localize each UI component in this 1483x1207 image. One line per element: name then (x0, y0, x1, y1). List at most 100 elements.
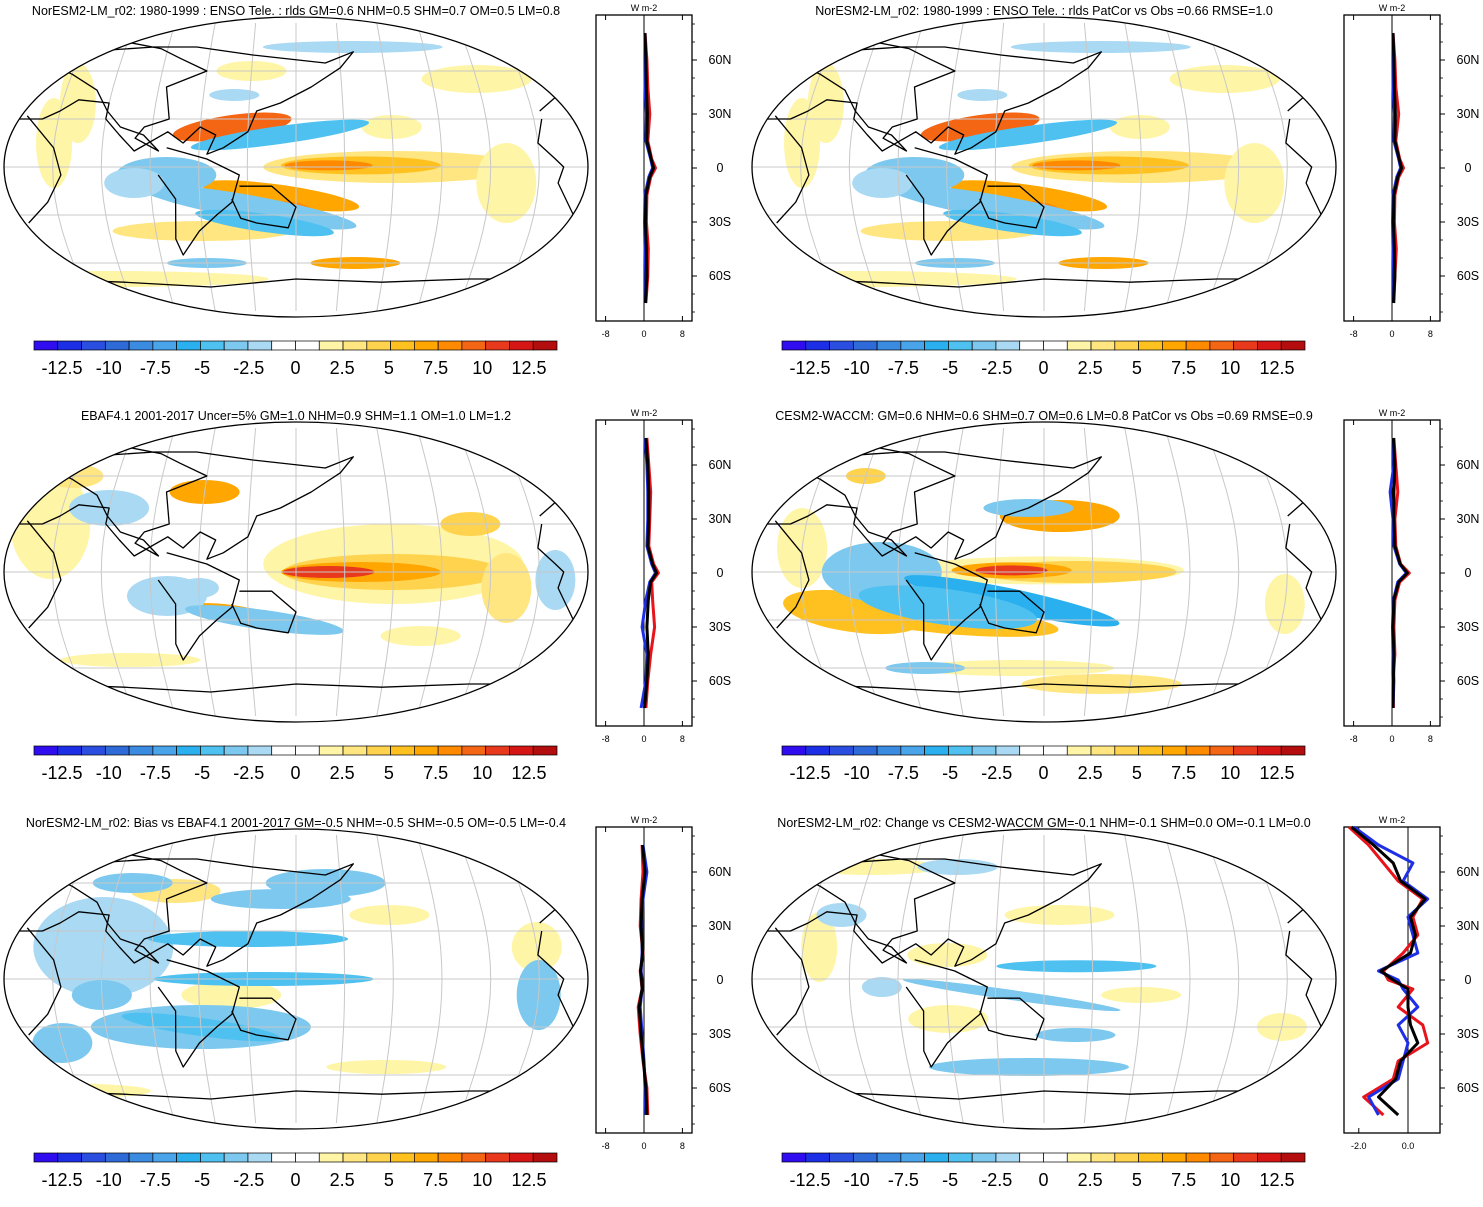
y-tick-label: 60N (709, 865, 732, 879)
colorbar-tick-label: 0 (290, 1170, 300, 1190)
colorbar-bin (414, 745, 439, 756)
colorbar-tick-label: -5 (194, 358, 210, 378)
y-tick-label: 60N (1457, 458, 1480, 472)
colorbar-tick-label: 5 (1132, 1170, 1142, 1190)
negative-anomaly-patch (938, 119, 1118, 151)
map-border (751, 828, 1337, 1130)
longitude-gridline (149, 427, 176, 717)
australia-outline (979, 185, 1045, 229)
y-tick-label: 30S (1457, 1027, 1479, 1041)
colorbar-bin (295, 340, 320, 351)
colorbar-bin (318, 340, 344, 351)
panel-title: NorESM2-LM_r02: 1980-1999 : ENSO Tele. :… (815, 4, 1273, 18)
australia-outline (979, 590, 1045, 634)
longitude-gridline (497, 22, 540, 312)
longitude-gridline (416, 834, 443, 1124)
colorbar-bin (128, 745, 154, 756)
longitude-gridline (457, 834, 492, 1124)
negative-anomaly-patch (902, 978, 1121, 1012)
x-tick-label: -8 (602, 329, 610, 339)
longitude-gridline (149, 834, 176, 1124)
africa-outline (774, 927, 1322, 1036)
y-tick-label: 0 (1465, 973, 1472, 987)
zonal-mean-plot: W m-2 60N 30N 0 30S 60S -8 0 8 (595, 408, 731, 744)
longitude-gridline (1164, 22, 1191, 312)
longitude-gridline (994, 427, 1005, 717)
y-tick-label: 30N (1457, 512, 1480, 526)
colorbar-bin (995, 745, 1021, 756)
colorbar-bin (318, 745, 344, 756)
longitude-gridline (1245, 834, 1288, 1124)
colorbar-bin (971, 745, 997, 756)
x-tick-label: 0 (641, 329, 646, 339)
colorbar-tick-label: 5 (1132, 358, 1142, 378)
zonal-unit-label: W m-2 (1379, 3, 1406, 13)
colorbar-bin (1209, 745, 1235, 756)
map-background (4, 17, 588, 317)
panel-3-svg: EBAF4.1 2001-2017 Uncer=5% GM=1.0 NHM=0.… (3, 408, 731, 783)
longitude-gridline (376, 834, 394, 1124)
colorbar-tick-label: 7.5 (423, 1170, 448, 1190)
south-america-outline (905, 147, 988, 256)
positive-anomaly-patch (60, 653, 201, 667)
map-field (752, 17, 1336, 317)
colorbar-tick-label: -10 (844, 763, 870, 783)
positive-anomaly-patch (481, 553, 532, 623)
x-tick-label: -2.0 (1351, 1141, 1367, 1151)
negative-anomaly-patch (943, 209, 1082, 237)
colorbar-bin (924, 1152, 949, 1163)
longitude-gridline (1205, 22, 1240, 312)
colorbar-bin (1043, 745, 1068, 756)
y-tick-label: 0 (717, 973, 724, 987)
colorbar-bin (104, 1152, 130, 1163)
colorbar-bin (461, 745, 487, 756)
colorbar-bin (1280, 745, 1306, 756)
colorbar-tick-label: 7.5 (1171, 358, 1196, 378)
colorbar-bin (1257, 1152, 1282, 1163)
colorbar-bin (1185, 1152, 1211, 1163)
north-america-outline (47, 853, 208, 964)
colorbar-bin (81, 340, 106, 351)
colorbar-bin (532, 1152, 558, 1163)
zonal-unit-label: W m-2 (631, 408, 658, 418)
colorbar-tick-label: -10 (844, 358, 870, 378)
zonal-mean-plot: W m-2 60N 30N 0 30S 60S -8 0 8 (1343, 408, 1480, 744)
colorbar-bin (461, 340, 487, 351)
zonal-mean-plot: W m-2 60N 30N 0 30S 60S -8 0 8 (595, 815, 732, 1151)
colorbar-tick-label: 12.5 (511, 1170, 546, 1190)
north-america-outline (47, 446, 208, 557)
colorbar-bin (485, 340, 510, 351)
x-tick-label: 0 (1389, 734, 1394, 744)
colorbar-bin (1043, 1152, 1068, 1163)
colorbar-bin (924, 745, 949, 756)
colorbar-bin (437, 745, 463, 756)
zonal-line-model (644, 437, 660, 709)
colorbar-tick-label: -12.5 (790, 1170, 831, 1190)
zonal-line-reference (1391, 437, 1409, 709)
map-field (752, 422, 1336, 722)
longitude-gridline (800, 427, 843, 717)
colorbar-bin (104, 745, 130, 756)
positive-anomaly-patch (380, 626, 461, 646)
colorbar-bin (176, 1152, 201, 1163)
africa-outline (26, 927, 574, 1036)
colorbar-bin (1280, 1152, 1306, 1163)
colorbar-tick-label: -10 (96, 763, 122, 783)
colorbar-bin (485, 745, 510, 756)
longitude-gridline (897, 834, 924, 1124)
longitude-gridline (335, 22, 346, 312)
longitude-gridline (52, 834, 95, 1124)
colorbar-bin (1019, 745, 1044, 756)
colorbar-tick-label: -5 (942, 1170, 958, 1190)
colorbar-bin (57, 745, 82, 756)
colorbar-bin (200, 340, 225, 351)
colorbar-tick-label: 0 (1038, 1170, 1048, 1190)
colorbar-bin (128, 1152, 154, 1163)
panel-title: CESM2-WACCM: GM=0.6 NHM=0.6 SHM=0.7 OM=0… (775, 409, 1313, 423)
map-field (752, 829, 1336, 1129)
colorbar-bin (781, 1152, 807, 1163)
colorbar-bin (271, 1152, 296, 1163)
colorbar-bin (971, 1152, 997, 1163)
colorbar-tick-label: -7.5 (140, 1170, 171, 1190)
